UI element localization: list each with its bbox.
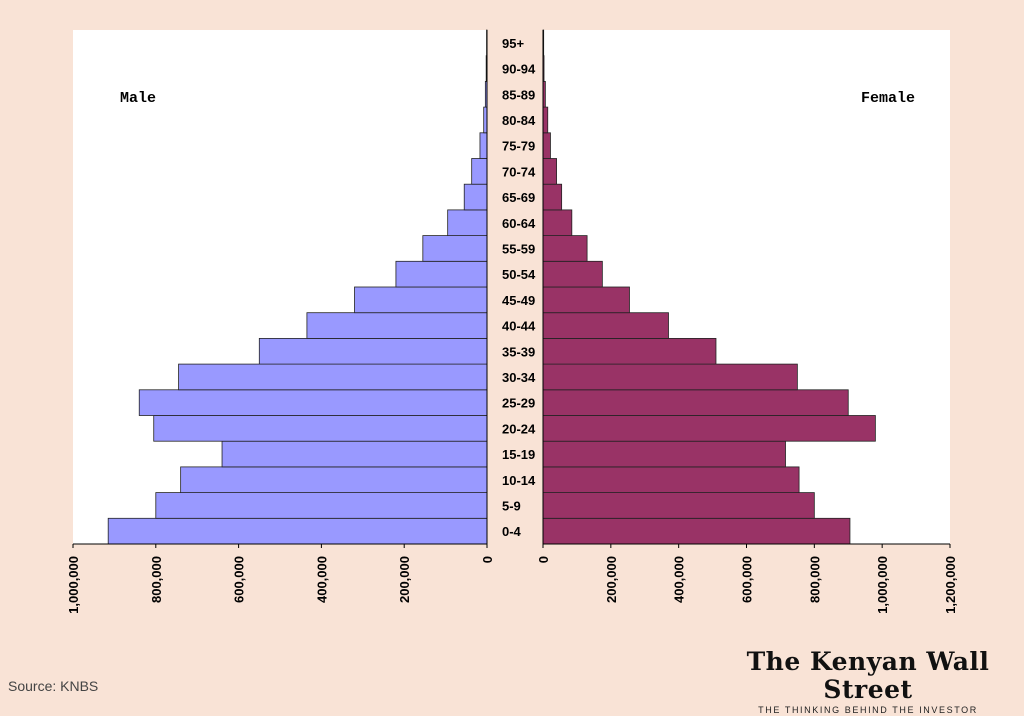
female-tick-2: 400,000 [672,556,687,603]
age-label-30-34: 30-34 [502,370,536,385]
age-label-75-79: 75-79 [502,139,535,154]
female-bar-75-79 [543,133,550,159]
male-tick-2: 600,000 [232,556,247,603]
age-label-25-29: 25-29 [502,396,535,411]
male-bar-45-49 [355,287,487,313]
age-label-50-54: 50-54 [502,267,536,282]
female-bar-50-54 [543,261,602,287]
age-label-35-39: 35-39 [502,344,535,359]
male-bar-20-24 [154,416,487,442]
age-label-60-64: 60-64 [502,216,536,231]
age-label-90-94: 90-94 [502,62,536,77]
male-bar-15-19 [222,441,487,467]
female-tick-5: 1,000,000 [875,556,890,614]
female-tick-4: 800,000 [807,556,822,603]
male-bar-55-59 [423,236,487,262]
age-label-95plus: 95+ [502,36,524,51]
female-tick-1: 200,000 [604,556,619,603]
age-label-65-69: 65-69 [502,190,535,205]
female-tick-6: 1,200,000 [943,556,958,614]
brand-logo: The Kenyan Wall Street THE THINKING BEHI… [718,648,1018,716]
male-bar-40-44 [307,313,487,339]
female-bar-20-24 [543,416,875,442]
male-legend: Male [84,82,192,114]
female-bar-70-74 [543,159,557,185]
male-bar-10-14 [181,467,487,493]
female-bar-40-44 [543,313,668,339]
male-tick-0: 1,000,000 [66,556,81,614]
male-bar-50-54 [396,261,487,287]
female-bar-30-34 [543,364,797,390]
male-tick-3: 400,000 [314,556,329,603]
age-label-45-49: 45-49 [502,293,535,308]
age-label-10-14: 10-14 [502,473,536,488]
male-bar-60-64 [448,210,487,236]
female-bar-25-29 [543,390,848,416]
male-tick-4: 200,000 [397,556,412,603]
female-legend: Female [834,82,942,114]
source-note: Source: KNBS [8,678,98,694]
age-label-5-9: 5-9 [502,498,521,513]
age-label-55-59: 55-59 [502,241,535,256]
male-bar-75-79 [480,133,487,159]
female-tick-3: 600,000 [740,556,755,603]
female-bar-60-64 [543,210,572,236]
female-bar-55-59 [543,236,587,262]
female-bar-80-84 [543,107,548,133]
brand-name: The Kenyan Wall Street [718,648,1018,704]
age-label-20-24: 20-24 [502,421,536,436]
age-label-40-44: 40-44 [502,319,536,334]
female-bar-0-4 [543,518,850,544]
age-label-0-4: 0-4 [502,524,522,539]
male-bar-25-29 [139,390,487,416]
male-tick-1: 800,000 [149,556,164,603]
male-bar-0-4 [108,518,487,544]
female-bar-45-49 [543,287,629,313]
age-label-85-89: 85-89 [502,87,535,102]
brand-tagline: THE THINKING BEHIND THE INVESTOR [718,704,1018,716]
male-bar-5-9 [156,493,487,519]
female-bar-65-69 [543,184,562,210]
male-bar-65-69 [464,184,487,210]
female-tick-0: 0 [536,556,551,563]
age-label-15-19: 15-19 [502,447,535,462]
age-label-80-84: 80-84 [502,113,536,128]
male-bar-30-34 [179,364,487,390]
female-bar-5-9 [543,493,814,519]
female-bar-15-19 [543,441,786,467]
female-bar-35-39 [543,338,716,364]
male-bar-35-39 [259,338,487,364]
male-bar-70-74 [472,159,487,185]
age-label-70-74: 70-74 [502,164,536,179]
female-bar-10-14 [543,467,799,493]
male-tick-5: 0 [480,556,495,563]
